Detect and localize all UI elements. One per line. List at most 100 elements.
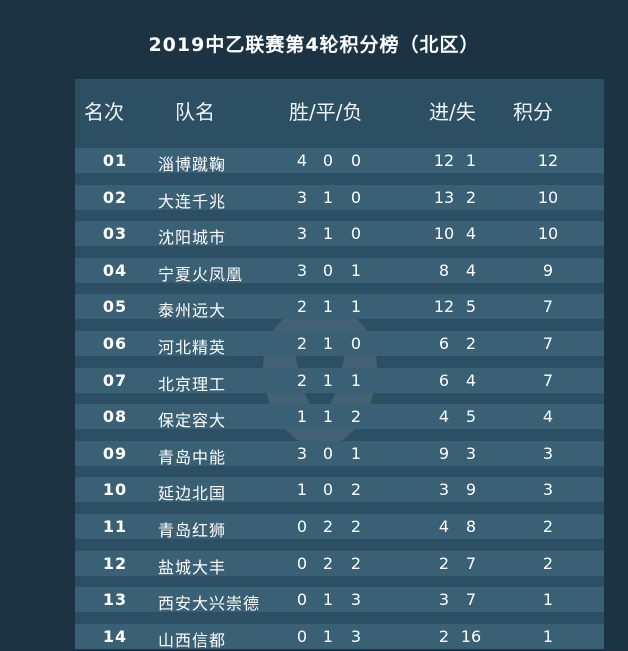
losses-cell: 1: [350, 297, 362, 317]
losses-cell: 2: [350, 407, 362, 427]
wins-cell: 2: [296, 370, 308, 390]
table-row: 04 宁夏火凤凰 3 0 1 8 4 9: [75, 257, 604, 284]
goals-for-cell: 4: [438, 517, 450, 536]
rank-cell: 01: [102, 151, 128, 170]
header-team: 队名: [175, 100, 215, 124]
table-row: 06 河北精英 2 1 0 6 2 7: [75, 331, 604, 357]
header-rank: 名次: [84, 100, 124, 124]
goals-for-cell: 2: [438, 626, 450, 646]
losses-cell: 1: [350, 260, 362, 280]
points-cell: 9: [542, 260, 554, 280]
goals-for-cell: 3: [438, 590, 450, 610]
wins-cell: 3: [296, 260, 308, 280]
losses-cell: 1: [350, 443, 362, 463]
losses-cell: 0: [350, 187, 362, 207]
table-row: 10 延边北国 1 0 2 3 9 3: [75, 477, 604, 504]
draws-cell: 1: [322, 297, 334, 317]
losses-cell: 0: [350, 151, 362, 170]
goals-for-cell: 8: [438, 260, 450, 280]
team-name-cell: 淄博蹴鞠: [158, 155, 227, 174]
losses-cell: 0: [350, 224, 362, 244]
points-cell: 10: [537, 187, 559, 207]
table-row: 14 山西信都 0 1 3 2 16 1: [75, 623, 604, 650]
wins-cell: 0: [296, 517, 308, 536]
draws-cell: 1: [322, 407, 334, 427]
rank-cell: 02: [102, 187, 128, 207]
points-cell: 3: [542, 480, 554, 500]
table-header: 名次 队名 胜/平/负 进/失 积分: [75, 79, 604, 137]
goals-against-cell: 2: [465, 334, 477, 353]
wins-cell: 0: [296, 626, 308, 646]
header-record: 胜/平/负: [289, 100, 363, 124]
goals-against-cell: 4: [465, 370, 477, 390]
losses-cell: 2: [350, 553, 362, 573]
team-name-cell: 山西信都: [158, 630, 227, 650]
losses-cell: 0: [350, 334, 362, 353]
points-cell: 12: [537, 151, 559, 170]
table-row: 12 盐城大丰 0 2 2 2 7 2: [75, 550, 604, 577]
draws-cell: 2: [322, 553, 334, 573]
wins-cell: 0: [296, 553, 308, 573]
goals-against-cell: 2: [465, 187, 477, 207]
goals-against-cell: 3: [465, 443, 477, 463]
points-cell: 3: [542, 443, 554, 463]
points-cell: 1: [542, 626, 554, 646]
rank-cell: 07: [102, 370, 128, 390]
team-name-cell: 沈阳城市: [158, 228, 227, 248]
losses-cell: 2: [350, 517, 362, 536]
points-cell: 2: [542, 553, 554, 573]
goals-against-cell: 9: [465, 480, 477, 500]
draws-cell: 1: [322, 187, 334, 207]
wins-cell: 0: [296, 590, 308, 610]
rank-cell: 11: [102, 517, 128, 536]
goals-for-cell: 9: [438, 443, 450, 463]
goals-against-cell: 7: [465, 590, 477, 610]
points-cell: 7: [542, 297, 554, 317]
team-name-cell: 保定容大: [158, 411, 227, 431]
points-cell: 7: [542, 370, 554, 390]
table-row: 03 沈阳城市 3 1 0 10 4 10: [75, 221, 604, 248]
goals-against-cell: 8: [465, 517, 477, 536]
goals-for-cell: 6: [438, 334, 450, 353]
team-name-cell: 青岛中能: [158, 447, 227, 467]
goals-against-cell: 5: [465, 297, 477, 317]
team-name-cell: 北京理工: [158, 374, 227, 394]
losses-cell: 1: [350, 370, 362, 390]
team-name-cell: 盐城大丰: [158, 557, 227, 577]
goals-against-cell: 4: [465, 260, 477, 280]
header-goals: 进/失: [429, 100, 476, 124]
wins-cell: 4: [296, 151, 308, 170]
goals-for-cell: 4: [438, 407, 450, 427]
goals-for-cell: 12: [433, 151, 455, 170]
wins-cell: 3: [296, 224, 308, 244]
points-cell: 2: [542, 517, 554, 536]
team-name-cell: 宁夏火凤凰: [158, 264, 244, 284]
losses-cell: 3: [350, 626, 362, 646]
points-cell: 4: [542, 407, 554, 427]
table-row: 01 淄博蹴鞠 4 0 0 12 1 12: [75, 148, 604, 174]
goals-for-cell: 13: [433, 187, 455, 207]
team-name-cell: 大连千兆: [158, 191, 227, 211]
draws-cell: 1: [322, 334, 334, 353]
team-name-cell: 泰州远大: [158, 301, 227, 321]
points-cell: 10: [537, 224, 559, 244]
rank-cell: 09: [102, 443, 128, 463]
goals-for-cell: 3: [438, 480, 450, 500]
wins-cell: 3: [296, 443, 308, 463]
team-name-cell: 延边北国: [158, 484, 227, 504]
draws-cell: 0: [322, 443, 334, 463]
draws-cell: 1: [322, 370, 334, 390]
draws-cell: 1: [322, 626, 334, 646]
team-name-cell: 青岛红狮: [158, 521, 227, 540]
table-row: 07 北京理工 2 1 1 6 4 7: [75, 367, 604, 394]
table-row: 05 泰州远大 2 1 1 12 5 7: [75, 294, 604, 321]
points-cell: 7: [542, 334, 554, 353]
goals-for-cell: 10: [433, 224, 455, 244]
wins-cell: 3: [296, 187, 308, 207]
header-points: 积分: [513, 100, 553, 124]
goals-against-cell: 5: [465, 407, 477, 427]
rank-cell: 06: [102, 334, 128, 353]
rank-cell: 12: [102, 553, 128, 573]
rank-cell: 03: [102, 224, 128, 244]
goals-against-cell: 4: [465, 224, 477, 244]
